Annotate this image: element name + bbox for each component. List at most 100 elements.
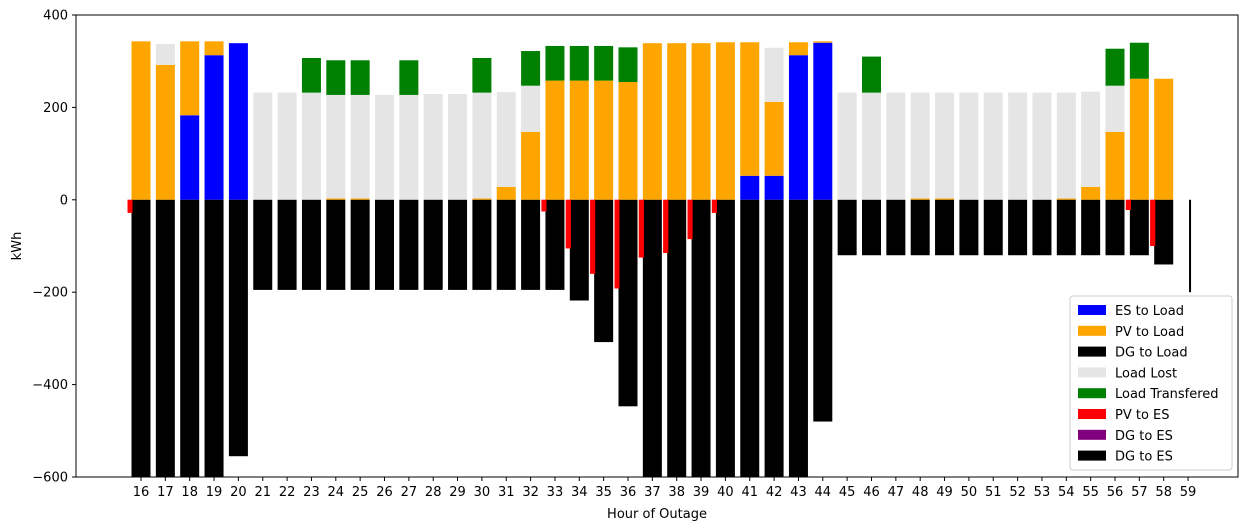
- bar-pos-s2-22: [277, 92, 297, 200]
- bar-pos-s2-30: [472, 92, 492, 199]
- legend-swatch: [1078, 450, 1106, 461]
- bar-neg-s0-29: [448, 199, 468, 290]
- bar-neg-s0-18: [180, 199, 200, 478]
- bar-neg-s0-56: [1105, 199, 1125, 256]
- bar-pos-s3-57: [1129, 42, 1149, 79]
- plot-frame: [75, 14, 1239, 478]
- bar-pos-s1-32: [521, 131, 541, 200]
- x-tick-label: 42: [766, 485, 783, 500]
- bar-pos-s2-24: [326, 94, 346, 199]
- bar-neg-s0-51: [983, 199, 1003, 256]
- x-tick-label: 33: [547, 485, 564, 500]
- bar-pos-s1-54: [1056, 198, 1076, 200]
- x-tick-label: 52: [1009, 485, 1026, 500]
- y-axis-label: kWh: [10, 232, 25, 261]
- bar-pos-s0-20: [228, 43, 248, 200]
- bar-pos-s3-25: [350, 60, 370, 95]
- x-tick-label: 54: [1058, 485, 1075, 500]
- bar-neg-s0-21: [253, 199, 273, 290]
- bar-neg-s0-48: [910, 199, 930, 256]
- x-tick-label: 23: [303, 485, 320, 500]
- x-tick-label: 51: [985, 485, 1002, 500]
- bar-pos-s3-24: [326, 60, 346, 95]
- bar-pos-s3-30: [472, 57, 492, 93]
- x-tick-label: 25: [352, 485, 369, 500]
- bar-pv-es-35: [590, 199, 596, 274]
- bar-pv-es-16: [127, 199, 133, 213]
- bar-pv-es-57: [1125, 199, 1131, 210]
- bar-neg-s0-54: [1056, 199, 1076, 256]
- legend-label: ES to Load: [1115, 304, 1184, 319]
- bar-pos-s1-19: [204, 41, 224, 56]
- x-tick-label: 26: [376, 485, 393, 500]
- bar-pos-s1-38: [667, 43, 687, 200]
- bar-neg-s0-58: [1154, 199, 1174, 265]
- x-tick-label: 56: [1107, 485, 1124, 500]
- bar-neg-s0-23: [301, 199, 321, 290]
- bars-layer: [127, 41, 1192, 478]
- bar-neg-s0-37: [642, 199, 662, 478]
- bar-pv-es-40: [711, 199, 717, 213]
- y-tick-label: 0: [60, 193, 68, 208]
- x-tick-label: 31: [498, 485, 515, 500]
- x-tick-label: 39: [693, 485, 710, 500]
- bar-pos-s1-37: [642, 43, 662, 200]
- bar-neg-s0-50: [959, 199, 979, 256]
- bar-neg-s0-42: [764, 199, 784, 478]
- bar-pos-s0-43: [788, 55, 808, 200]
- bar-pos-s1-36: [618, 81, 638, 200]
- bar-pos-s2-21: [253, 92, 273, 200]
- bar-pos-s0-42: [764, 175, 784, 200]
- x-tick-label: 57: [1131, 485, 1148, 500]
- bar-pos-s3-33: [545, 45, 565, 81]
- bar-neg-s0-41: [740, 199, 760, 478]
- bar-pos-s2-17: [155, 44, 175, 65]
- bar-pos-s1-44: [813, 41, 833, 43]
- bar-pv-es-37: [638, 199, 644, 258]
- y-tick-label: −400: [32, 378, 68, 393]
- bar-pv-es-33: [541, 199, 547, 212]
- bar-pv-es-36: [614, 199, 620, 289]
- y-tick-label: 400: [43, 9, 68, 24]
- bar-neg-s0-25: [350, 199, 370, 290]
- bar-neg-s0-46: [862, 199, 881, 256]
- legend-box: [1069, 295, 1233, 471]
- x-tick-label: 59: [1180, 485, 1197, 500]
- x-tick-label: 58: [1155, 485, 1172, 500]
- bar-neg-s0-26: [375, 199, 394, 290]
- bar-pv-es-39: [687, 199, 693, 240]
- x-tick-label: 34: [571, 485, 588, 500]
- bar-pos-s1-42: [764, 101, 784, 176]
- x-tick-label: 36: [620, 485, 637, 500]
- bar-pos-s2-26: [375, 94, 394, 200]
- bar-neg-s0-30: [472, 199, 492, 290]
- bar-pos-s3-34: [569, 45, 589, 81]
- bar-pos-s2-32: [521, 85, 541, 132]
- y-tick-label: −600: [32, 471, 68, 486]
- bar-pos-s3-46: [862, 56, 881, 93]
- bar-pv-es-58: [1150, 199, 1156, 246]
- legend-swatch: [1078, 429, 1106, 440]
- bar-neg-s0-45: [837, 199, 857, 256]
- x-tick-label: 18: [181, 485, 198, 500]
- bar-pos-s2-56: [1105, 85, 1125, 132]
- bar-pos-s3-35: [594, 45, 614, 81]
- x-tick-label: 21: [254, 485, 271, 500]
- x-tick-label: 38: [668, 485, 685, 500]
- legend-swatch: [1078, 325, 1106, 336]
- y-tick-label: 200: [43, 101, 68, 116]
- x-tick-label: 22: [279, 485, 296, 500]
- legend-label: DG to ES: [1115, 429, 1173, 444]
- legend-label: Load Lost: [1115, 366, 1177, 381]
- bar-pos-s2-54: [1056, 92, 1076, 199]
- bar-pos-s2-52: [1008, 92, 1028, 200]
- x-tick-label: 37: [644, 485, 661, 500]
- bar-pos-s1-57: [1129, 78, 1149, 200]
- x-tick-label: 50: [961, 485, 978, 500]
- y-tick-label: −200: [32, 286, 68, 301]
- legend: ES to Load PV to Load DG to Load Load Lost L…: [1069, 295, 1233, 471]
- x-tick-label: 32: [522, 485, 539, 500]
- bar-pos-s2-51: [983, 92, 1003, 200]
- bar-neg-s0-38: [667, 199, 687, 478]
